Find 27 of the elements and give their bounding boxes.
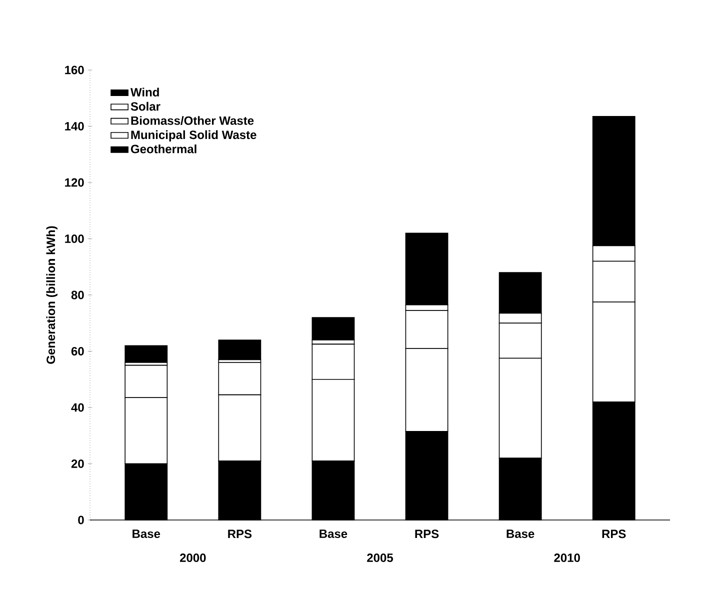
bar	[218, 340, 262, 360]
y-tick-label: 120	[65, 178, 84, 187]
text: 2000	[180, 554, 206, 562]
x-tick-label: RPS	[228, 530, 252, 538]
y-tick-label: 40	[71, 403, 84, 412]
x-tick-label: Base	[132, 530, 160, 538]
bar	[312, 317, 355, 340]
y-tick-label: 60	[71, 346, 84, 356]
y-tick-label: 140	[65, 122, 84, 130]
text: 2010	[554, 554, 580, 562]
bar	[124, 345, 168, 363]
y-tick-label: 100	[65, 234, 84, 243]
y-axis-title: Generation (billion kWh)	[46, 226, 58, 364]
x-tick-label: RPS	[602, 530, 626, 538]
legend-label: Municipal Solid Waste	[131, 130, 256, 142]
legend-label: Solar	[130, 102, 160, 111]
y-tick-label: 80	[71, 290, 84, 300]
legend-label: Biomass/Other Waste	[131, 116, 254, 126]
text: 2005	[367, 554, 393, 562]
y-tick-label: 160	[65, 66, 84, 74]
x-tick-label: RPS	[415, 530, 439, 538]
y-tick-label: 20	[71, 459, 84, 468]
x-tick-label: Base	[506, 530, 534, 538]
legend-label: Geothermal	[130, 144, 196, 154]
legend-label: Wind	[130, 88, 159, 96]
y-tick-label: 0	[78, 516, 84, 524]
x-tick-label: Base	[320, 530, 348, 538]
